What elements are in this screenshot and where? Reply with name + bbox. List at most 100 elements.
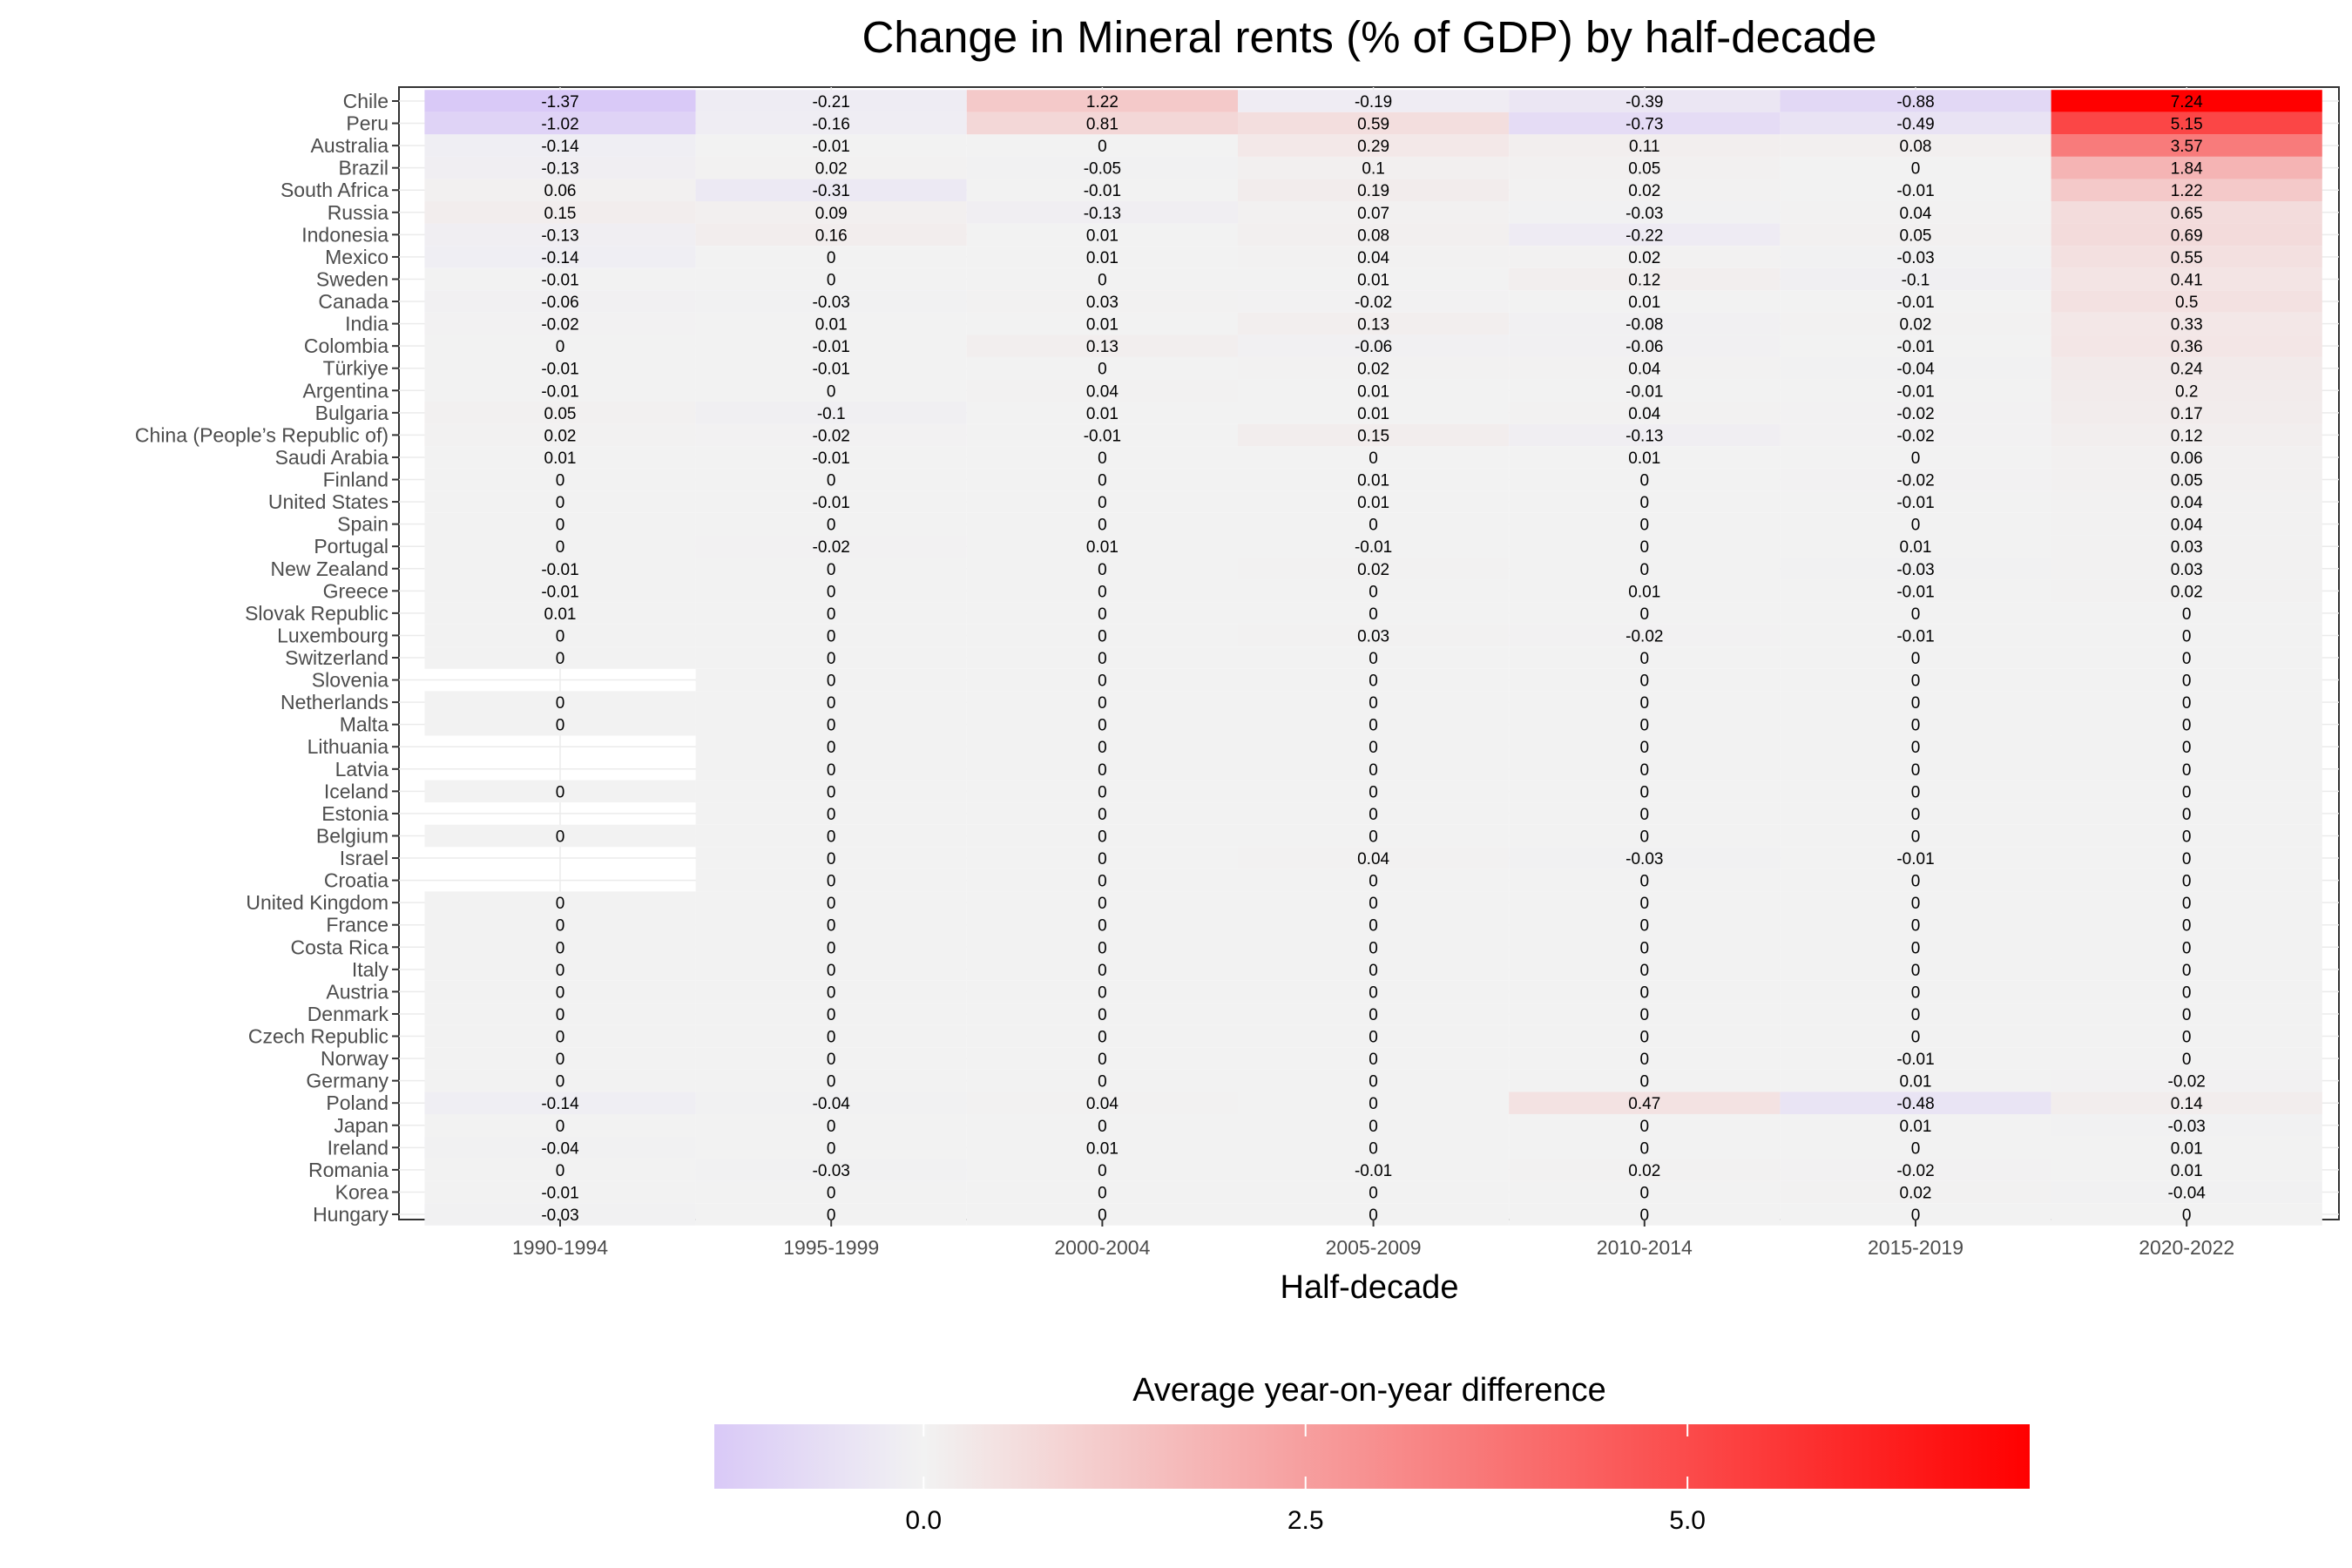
heatmap-cell [1509,958,1781,981]
cell-value-label: 0 [1369,717,1378,735]
heatmap-cells [424,90,2322,1226]
heatmap-cell [1780,824,2051,848]
cell-value-label: 0 [1369,517,1378,535]
heatmap-cell [1780,402,2051,424]
heatmap-cell [424,1113,696,1137]
cell-value-label: 0 [1369,449,1378,468]
heatmap-cell [695,90,967,112]
cell-value-label: 0.47 [1628,1095,1660,1113]
heatmap-cell [1509,735,1781,759]
heatmap-cell [2051,223,2322,247]
cell-value-label: 0 [1369,650,1378,668]
heatmap-cell [2051,847,2322,869]
cell-value-label: 0.12 [1628,271,1660,289]
cell-value-label: 0 [1098,962,1107,980]
y-tick-label: Peru [346,112,389,135]
cell-value-label: 0 [827,850,836,868]
heatmap-cell [966,891,1238,914]
cell-value-label: 0.14 [2171,1095,2203,1113]
cell-value-label: -0.02 [1896,405,1934,423]
heatmap-cell [1780,1136,2051,1159]
y-tick-label: United States [268,490,389,513]
cell-value-label: 0 [1911,517,1921,535]
cell-value-label: 0 [1640,783,1650,801]
cell-value-label: 0 [1098,806,1107,824]
cell-value-label: 0 [827,1029,836,1047]
cell-value-label: 0.01 [1357,382,1389,401]
cell-value-label: 0.01 [2171,1162,2203,1180]
heatmap-cell [2051,668,2322,692]
cell-value-label: 0 [827,1206,836,1225]
cell-value-label: 0 [556,1006,565,1024]
cell-value-label: 1.84 [2171,160,2203,179]
cell-value-label: 0 [1369,761,1378,780]
heatmap-cell [1509,490,1781,513]
cell-value-label: 0.65 [2171,205,2203,223]
heatmap-cell [1780,868,2051,892]
cell-value-label: 0 [2182,983,2192,1002]
heatmap-cell [1780,267,2051,291]
heatmap-cell [1238,1180,1510,1204]
heatmap-cell [2051,356,2322,380]
heatmap-cell [424,1136,696,1159]
heatmap-cell [424,468,696,491]
y-tick-label: New Zealand [270,558,389,580]
cell-value-label: -0.01 [541,361,578,379]
heatmap-cell [966,246,1238,268]
heatmap-cell [695,356,967,380]
cell-value-label: 0 [2182,605,2192,624]
cell-value-label: -0.49 [1896,116,1934,134]
cell-value-label: 0 [2182,739,2192,757]
heatmap-cell [2051,512,2322,536]
heatmap-cell [1780,179,2051,202]
cell-value-label: 0.24 [2171,361,2203,379]
heatmap-cell [1238,758,1510,781]
heatmap-cell [1509,691,1781,713]
heatmap-cell [2051,913,2322,936]
cell-value-label: -0.01 [541,271,578,289]
heatmap-cell [966,90,1238,112]
cell-value-label: 0 [1640,1006,1650,1024]
y-tick-label: Brazil [338,157,389,179]
heatmap-cell [1509,1113,1781,1137]
heatmap-cell [1509,112,1781,135]
cell-value-label: 0 [2182,917,2192,936]
heatmap-cell [1509,379,1781,402]
heatmap-cell [966,1113,1238,1137]
cell-value-label: 0 [556,1073,565,1092]
heatmap-cell [1780,1113,2051,1137]
cell-value-label: 0 [1098,895,1107,913]
y-tick-label: Croatia [324,869,389,892]
cell-value-label: 0.03 [2171,561,2203,579]
y-tick-label: Iceland [324,780,389,802]
cell-value-label: 0 [827,806,836,824]
heatmap-cell [1509,312,1781,335]
heatmap-cell [695,780,967,803]
cell-value-label: 0.01 [1628,294,1660,312]
heatmap-cell [424,446,696,469]
cell-value-label: 0 [556,694,565,713]
cell-value-label: 0 [556,962,565,980]
cell-value-label: 0 [1098,517,1107,535]
heatmap-cell [695,246,967,268]
heatmap-cell [1238,512,1510,536]
heatmap-cell [424,936,696,959]
heatmap-cell [966,713,1238,736]
cell-value-label: 0 [827,561,836,579]
cell-value-label: -0.03 [1896,249,1934,267]
cell-value-label: 0 [1098,1029,1107,1047]
heatmap-cell [1780,246,2051,268]
cell-value-label: 0 [1369,873,1378,891]
cell-value-label: 0 [827,249,836,267]
heatmap-cell [966,980,1238,1004]
x-axis-title: Half-decade [1281,1269,1459,1306]
heatmap-cell [1509,179,1781,202]
y-tick-label: Germany [306,1070,389,1092]
heatmap-cell [1509,1159,1781,1181]
heatmap-cell [1780,446,2051,469]
heatmap-cell [2051,112,2322,135]
cell-value-label: -0.01 [1896,182,1934,200]
heatmap-cell [966,290,1238,313]
heatmap-cell [424,201,696,224]
cell-value-label: -0.13 [541,160,578,179]
